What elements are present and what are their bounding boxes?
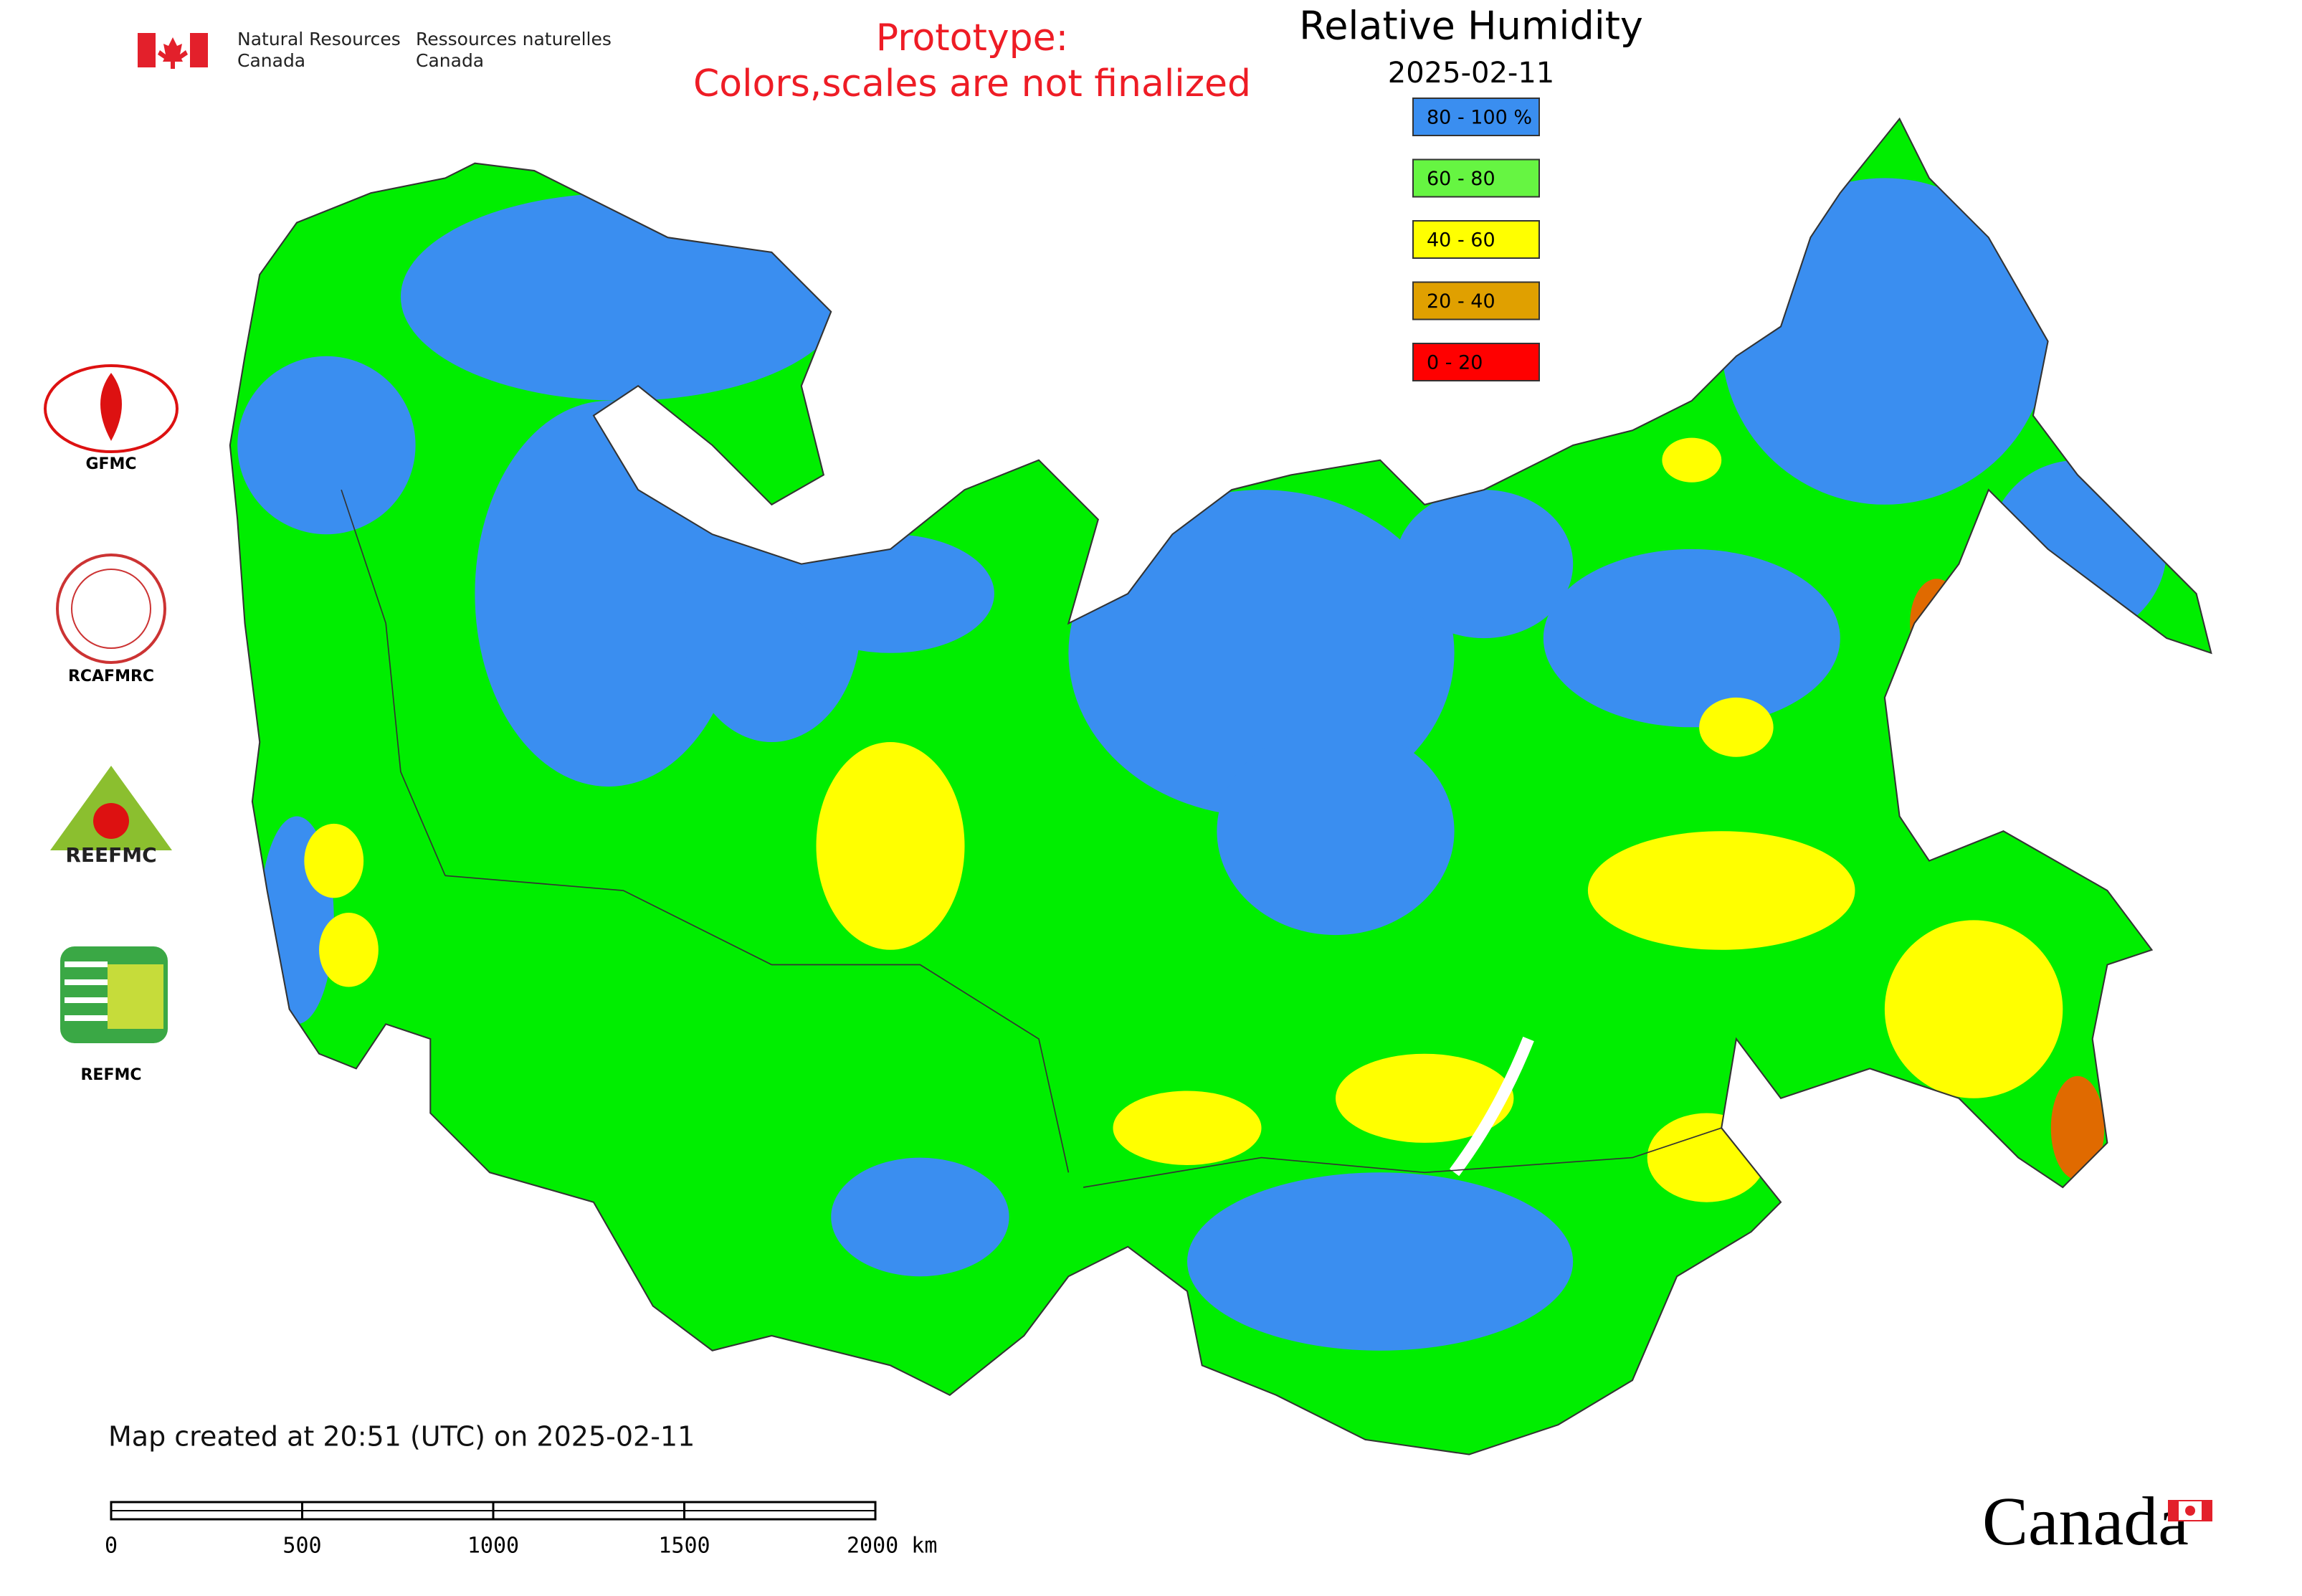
notice-1: Prototype: bbox=[876, 16, 1068, 60]
legend-swatch bbox=[1412, 158, 1540, 198]
agency-fr-1: Ressources naturelles bbox=[416, 29, 612, 49]
agency-fr-2: Canada bbox=[416, 50, 484, 71]
legend-swatch bbox=[1412, 343, 1540, 381]
notice-2: Colors,scales are not finalized bbox=[693, 62, 1251, 105]
canada-wordmark: Canada bbox=[1982, 1483, 2189, 1559]
legend-label: 20 - 40 bbox=[1427, 290, 1495, 313]
legend-label: 40 - 60 bbox=[1427, 229, 1495, 252]
scale-bar-label: 1000 bbox=[467, 1534, 519, 1559]
rcafmrc-logo bbox=[56, 554, 166, 664]
legend-swatch bbox=[1412, 98, 1540, 136]
scale-bar: 0 500 1000 1500 2000 km bbox=[105, 1501, 937, 1559]
legend-label: 60 - 80 bbox=[1427, 168, 1495, 190]
scale-bar-label: 0 bbox=[105, 1534, 118, 1559]
logo-label: REFMC bbox=[80, 1066, 141, 1084]
legend-swatch bbox=[1412, 281, 1540, 320]
scale-bar-label: 2000 km bbox=[847, 1534, 937, 1559]
canada-flag bbox=[138, 33, 208, 69]
agency-en-2: Canada bbox=[237, 50, 305, 71]
map bbox=[229, 118, 2212, 1455]
refmc-logo bbox=[60, 946, 168, 1043]
footer-note: Map created at 20:51 (UTC) on 2025-02-11 bbox=[108, 1421, 695, 1453]
scale-bar-label: 1500 bbox=[658, 1534, 710, 1559]
legend-label: 0 - 20 bbox=[1427, 352, 1483, 374]
logo-label: GFMC bbox=[85, 455, 136, 473]
title: Relative Humidity bbox=[1299, 4, 1643, 49]
wordmark-flag bbox=[2168, 1500, 2212, 1521]
agency-en-1: Natural Resources bbox=[237, 29, 401, 49]
legend-swatch bbox=[1412, 220, 1540, 259]
logo-label: RCAFMRC bbox=[68, 668, 154, 685]
gfmc-logo bbox=[44, 364, 179, 453]
scale-bar-label: 500 bbox=[282, 1534, 321, 1559]
date: 2025-02-11 bbox=[1388, 57, 1554, 90]
reefmc-logo bbox=[50, 766, 172, 850]
legend: 80 - 100 % 60 - 80 40 - 60 20 - 40 0 - 20 bbox=[1412, 98, 1540, 381]
legend-label: 80 - 100 % bbox=[1427, 107, 1532, 129]
logo-label: REEFMC bbox=[65, 843, 156, 867]
